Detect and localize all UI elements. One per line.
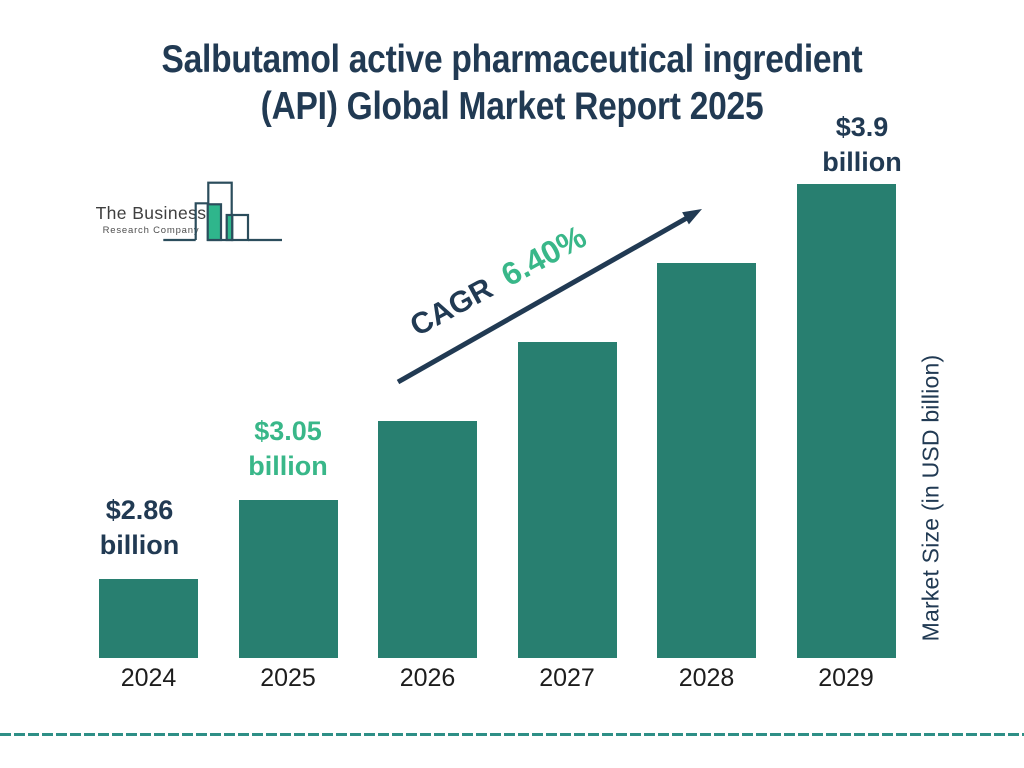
page-title-line2: (API) Global Market Report 2025: [260, 85, 764, 128]
cagr-annotation: CAGR6.40%: [403, 218, 592, 344]
value-label-2029: $3.9 billion: [782, 110, 942, 180]
page-title: Salbutamol active pharmaceutical ingredi…: [72, 36, 953, 130]
value-label-2025: $3.05 billion: [208, 414, 368, 484]
bar-2024: [99, 579, 198, 658]
x-axis-label-2025: 2025: [260, 664, 316, 692]
logo-wordmark: The Business Research Company: [76, 203, 226, 236]
x-axis-label-2029: 2029: [818, 664, 874, 692]
value-label-line: $3.9: [835, 112, 889, 142]
x-axis-label-2024: 2024: [120, 664, 177, 692]
page-title-line1: Salbutamol active pharmaceutical ingredi…: [161, 38, 863, 81]
cagr-value: 6.40%: [495, 218, 593, 294]
logo-name: The Business: [95, 203, 207, 223]
bottom-dashed-divider: [0, 733, 1024, 736]
bar-2029: [796, 184, 896, 658]
value-label-line: $2.86: [105, 495, 174, 525]
x-axis-label-2028: 2028: [678, 664, 735, 692]
value-label-line: billion: [99, 530, 180, 560]
y-axis-label: Market Size (in USD billion): [917, 354, 944, 642]
value-label-line: $3.05: [254, 416, 322, 446]
bar-2027: [517, 342, 617, 658]
x-axis-label-2026: 2026: [399, 664, 456, 692]
value-label-2024: $2.86 billion: [60, 493, 220, 563]
bar-skyline-logo-icon: [163, 181, 282, 242]
value-label-line: billion: [248, 451, 328, 481]
x-axis-label-2027: 2027: [539, 664, 595, 692]
logo-subtitle: Research Company: [102, 225, 200, 236]
value-label-line: billion: [822, 147, 902, 177]
bar-2025: [238, 500, 338, 658]
cagr-label: CAGR: [404, 271, 499, 343]
bar-2026: [378, 421, 477, 658]
bar-2028: [657, 263, 756, 658]
